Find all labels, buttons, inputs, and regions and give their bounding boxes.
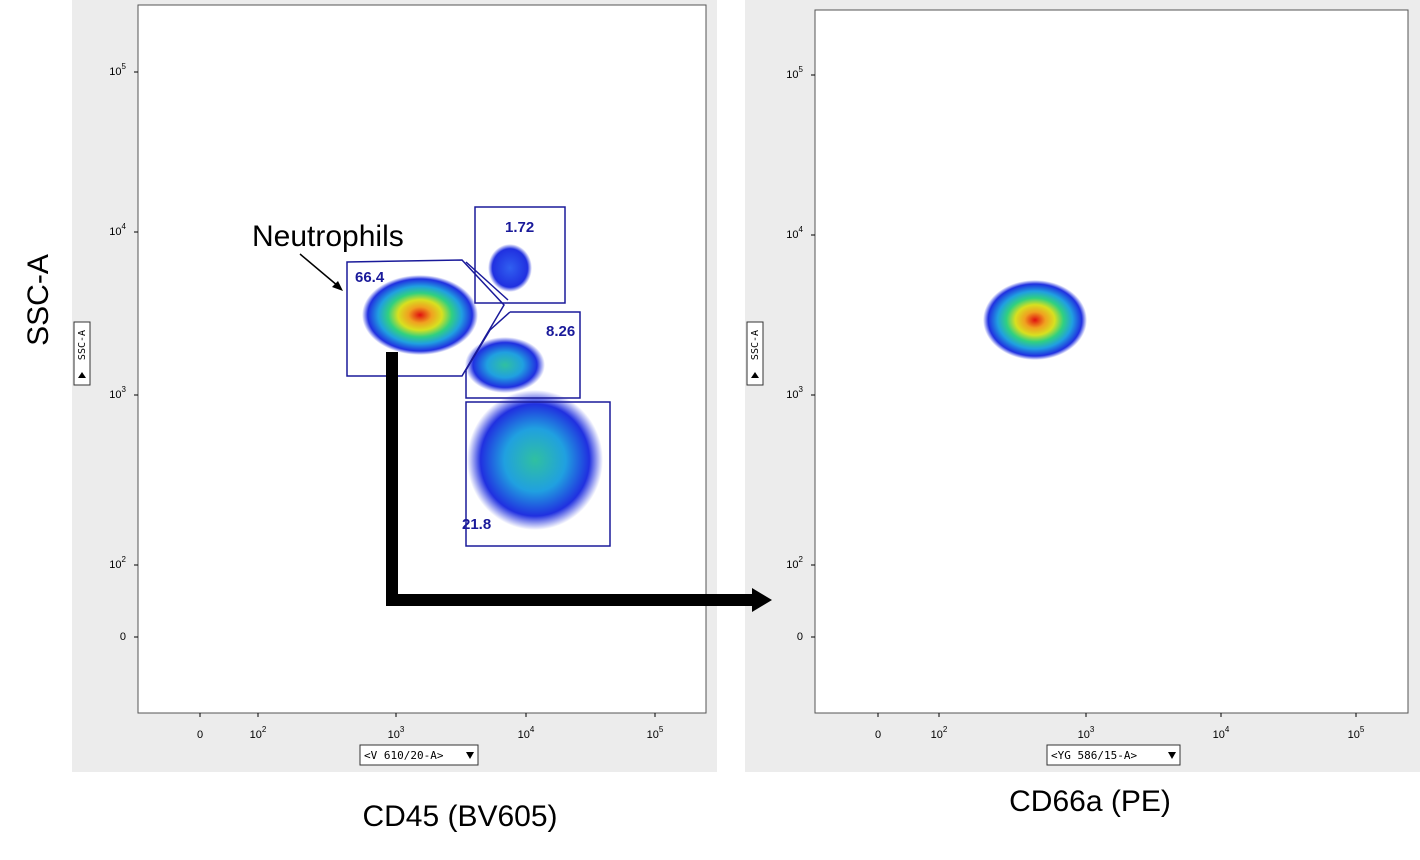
y-param: SSC-A — [750, 330, 761, 360]
tick-exponent: 2 — [262, 725, 267, 734]
tick-label: 105 — [1348, 725, 1365, 741]
tick-label: 102 — [786, 555, 803, 571]
tick-label: 102 — [109, 555, 126, 571]
tick-label: 104 — [109, 222, 126, 238]
tick-exponent: 4 — [1225, 725, 1230, 734]
plot-area — [814, 9, 1409, 714]
tick-label: 0 — [197, 729, 203, 741]
dropdown-icon — [466, 752, 474, 759]
x-param: <V 610/20-A> — [364, 749, 444, 762]
x-param: <YG 586/15-A> — [1051, 749, 1137, 762]
y-param-icon — [78, 372, 86, 378]
annotation: Neutrophils — [252, 220, 404, 253]
tick-exponent: 5 — [1360, 725, 1365, 734]
tick-base: 10 — [786, 559, 798, 571]
tick-exponent: 5 — [659, 725, 664, 734]
tick-label: 102 — [250, 725, 267, 741]
x-param-dropdown — [1046, 744, 1181, 766]
annotation-arrow — [299, 253, 339, 287]
annotation-arrowhead — [332, 281, 343, 291]
tick-base: 10 — [250, 729, 262, 741]
tick-label: 0 — [120, 631, 126, 643]
tick-exponent: 5 — [799, 65, 804, 74]
x-param-dropdown — [359, 744, 479, 766]
population — [362, 275, 478, 355]
tick-label: 103 — [388, 725, 405, 741]
tick-base: 10 — [109, 66, 121, 78]
tick-exponent: 3 — [1090, 725, 1095, 734]
tick-base: 10 — [786, 69, 798, 81]
y-param-box — [73, 321, 91, 386]
tick-base: 10 — [931, 729, 943, 741]
gate-label: 66.4 — [355, 269, 385, 286]
y-param-box — [746, 321, 764, 386]
tick-label: 103 — [786, 385, 803, 401]
tick-exponent: 2 — [943, 725, 948, 734]
tick-exponent: 4 — [530, 725, 535, 734]
tick-label: 0 — [875, 729, 881, 741]
x-axis-title: CD45 (BV605) — [362, 800, 557, 833]
flow-arrowhead — [752, 588, 772, 612]
tick-label: 104 — [1213, 725, 1230, 741]
tick-exponent: 4 — [799, 225, 804, 234]
tick-base: 10 — [1078, 729, 1090, 741]
tick-exponent: 3 — [122, 385, 127, 394]
tick-label: 104 — [518, 725, 535, 741]
tick-base: 10 — [786, 229, 798, 241]
tick-base: 10 — [647, 729, 659, 741]
gate — [474, 206, 566, 304]
population — [983, 280, 1087, 360]
x-axis-title: CD66a (PE) — [1009, 785, 1171, 818]
y-axis-title: SSC-A — [22, 254, 55, 346]
tick-base: 10 — [109, 389, 121, 401]
tick-exponent: 2 — [122, 555, 127, 564]
tick-exponent: 5 — [122, 62, 127, 71]
tick-label: 104 — [786, 225, 803, 241]
tick-base: 10 — [109, 226, 121, 238]
flow-arrow — [386, 352, 752, 606]
tick-base: 10 — [786, 389, 798, 401]
gate-label: 8.26 — [546, 323, 575, 340]
tick-base: 10 — [388, 729, 400, 741]
plot-area — [137, 4, 707, 714]
tick-exponent: 3 — [400, 725, 405, 734]
gate — [465, 311, 581, 399]
tick-label: 102 — [931, 725, 948, 741]
y-param: SSC-A — [77, 330, 88, 360]
tick-label: 103 — [1078, 725, 1095, 741]
population — [488, 244, 532, 292]
tick-label: 0 — [797, 631, 803, 643]
tick-base: 10 — [109, 559, 121, 571]
tick-base: 10 — [1213, 729, 1225, 741]
tick-exponent: 3 — [799, 385, 804, 394]
gate-label: 21.8 — [462, 516, 491, 533]
tick-label: 103 — [109, 385, 126, 401]
tick-label: 105 — [647, 725, 664, 741]
tick-exponent: 4 — [122, 222, 127, 231]
population — [467, 390, 603, 530]
tick-base: 10 — [518, 729, 530, 741]
gate — [465, 401, 611, 547]
gate-edge — [465, 261, 509, 301]
tick-exponent: 2 — [799, 555, 804, 564]
tick-label: 105 — [109, 62, 126, 78]
gate-label: 1.72 — [505, 219, 534, 236]
tick-base: 10 — [1348, 729, 1360, 741]
y-param-icon — [751, 372, 759, 378]
tick-label: 105 — [786, 65, 803, 81]
dropdown-icon — [1168, 752, 1176, 759]
population — [465, 337, 545, 393]
